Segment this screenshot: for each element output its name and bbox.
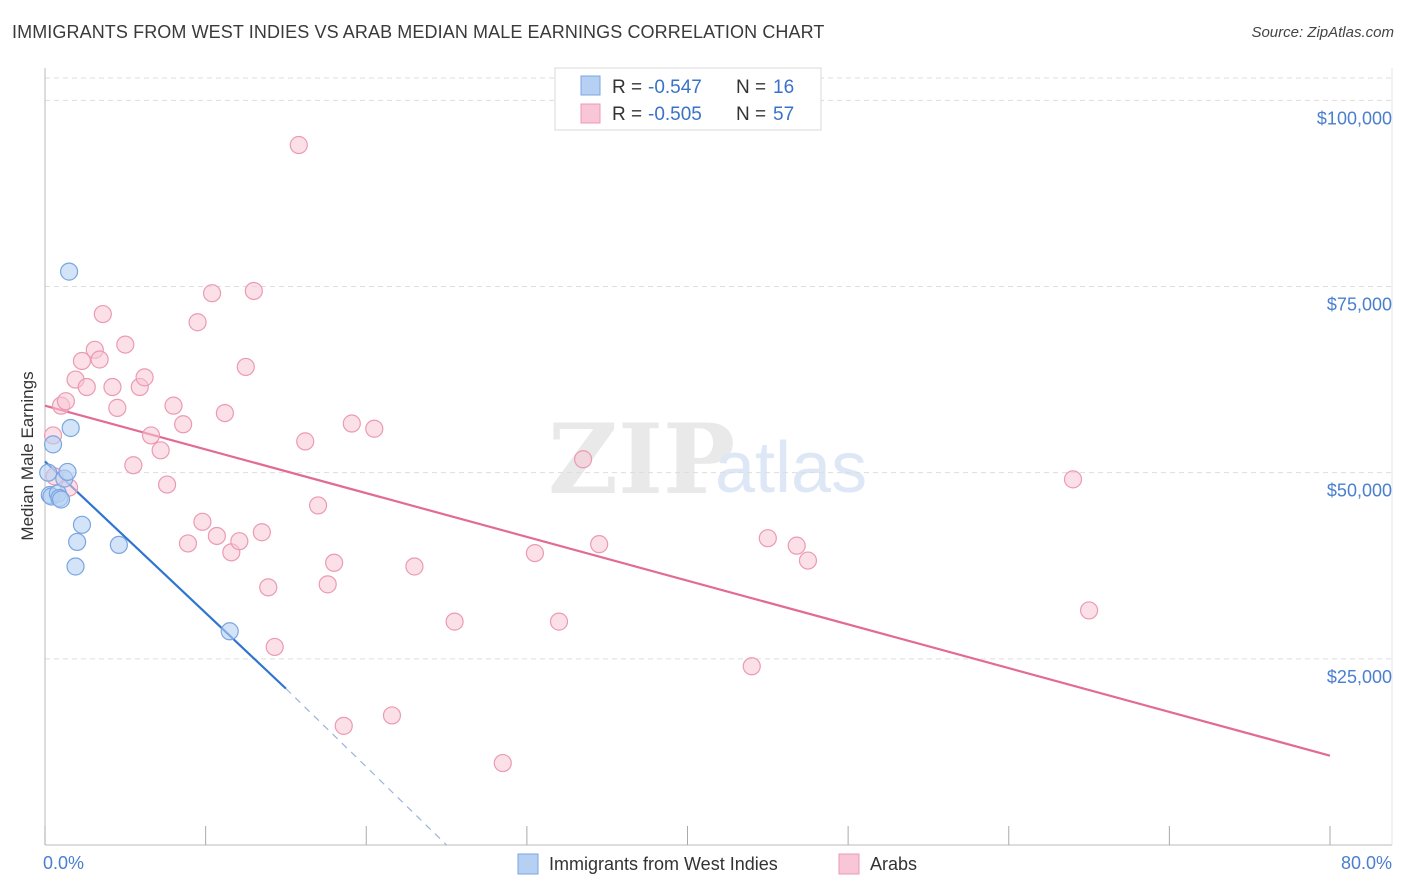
point-arabs [174,415,193,434]
point-arabs [193,512,212,531]
point-arabs [215,403,234,423]
point-west-indies [39,463,58,482]
data-points [39,135,1099,773]
watermark-atlas: atlas [715,428,867,508]
point-arabs [164,396,183,415]
point-arabs [207,526,226,546]
point-west-indies [51,490,71,509]
point-west-indies [59,262,79,281]
point-arabs [382,706,402,725]
point-arabs [72,351,92,371]
stats-legend: R = -0.547 N = 16 R = -0.505 N = 57 [554,67,822,131]
point-arabs [202,284,222,303]
bottom-legend-label-pink: Arabs [870,854,917,874]
point-arabs [1063,470,1083,489]
point-west-indies [68,532,87,552]
legend-n-value-blue: 16 [773,77,794,98]
point-arabs [1079,601,1099,620]
point-arabs [124,456,143,475]
point-arabs [157,475,177,494]
point-arabs [798,551,818,570]
point-arabs [90,350,109,369]
chart-source: Source: ZipAtlas.com [1251,24,1394,41]
legend-r-value-pink: -0.505 [648,104,702,125]
point-arabs [252,523,271,542]
point-arabs [334,716,353,735]
point-west-indies [220,622,239,641]
point-arabs [236,357,255,377]
point-arabs [116,335,135,354]
legend-r-value-blue: -0.547 [648,77,702,98]
legend-swatch-pink [580,103,601,124]
y-tick-label-1: $50,000 [1327,481,1392,501]
point-arabs [758,529,777,548]
point-arabs [93,304,112,324]
trend-line-west-indies [44,460,287,690]
point-arabs [178,534,198,553]
point-arabs [742,657,761,676]
point-arabs [405,557,424,576]
y-tick-label-0: $25,000 [1327,667,1392,687]
point-arabs [265,637,284,657]
point-arabs [77,377,96,397]
point-arabs [325,553,344,572]
x-tick-label-1: 80.0% [1341,853,1392,873]
point-arabs [103,377,122,397]
watermark: ZIP atlas [548,403,867,516]
legend-r-label-pink: R = [612,104,642,125]
chart-title: IMMIGRANTS FROM WEST INDIES VS ARAB MEDI… [12,22,825,42]
point-arabs [525,543,545,563]
point-west-indies [66,557,85,576]
x-tick-label-0: 0.0% [43,853,84,873]
point-arabs [318,575,337,594]
point-west-indies [43,435,63,454]
point-arabs [493,753,512,773]
trend-line-west-indies-extrapolated [285,688,447,846]
y-axis-label: Median Male Earnings [18,371,37,540]
bottom-legend-label-blue: Immigrants from West Indies [549,854,778,874]
point-arabs [108,398,127,417]
point-arabs [151,441,170,460]
point-arabs [230,532,249,551]
point-arabs [342,414,361,433]
point-arabs [445,612,464,631]
legend-r-label-blue: R = [612,77,642,98]
trend-lines [44,404,1331,846]
point-west-indies [109,535,128,555]
point-arabs [141,426,161,445]
series-legend: Immigrants from West Indies Arabs [517,853,917,875]
point-arabs [244,281,263,301]
legend-swatch-blue [580,75,601,96]
point-west-indies [58,462,77,482]
legend-n-value-pink: 57 [773,104,794,125]
point-arabs [135,368,154,387]
point-arabs [188,313,207,332]
axis-ticks: $25,000 $50,000 $75,000 $100,000 0.0% 80.0% [43,108,1392,873]
y-tick-label-2: $75,000 [1327,295,1392,315]
point-arabs [308,496,328,515]
point-arabs [573,450,593,469]
point-arabs [549,612,569,631]
y-tick-label-3: $100,000 [1317,108,1392,128]
point-arabs [365,419,384,438]
trend-line-arabs [44,404,1331,757]
legend-n-label-blue: N = [736,77,766,98]
point-arabs [590,535,609,554]
point-arabs [259,578,278,597]
point-arabs [289,135,308,155]
point-west-indies [72,515,92,534]
point-arabs [56,392,75,411]
axes [44,68,1393,846]
bottom-legend-swatch-pink [838,853,860,875]
bottom-legend-swatch-blue [517,853,539,875]
point-west-indies [61,418,80,438]
point-arabs [787,536,806,555]
legend-n-label-pink: N = [736,104,766,125]
point-arabs [296,432,315,451]
